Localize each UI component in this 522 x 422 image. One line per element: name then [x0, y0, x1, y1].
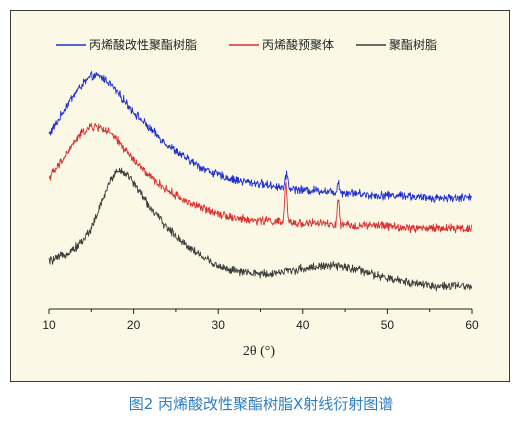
- figure-frame: 10 20 30 40 50 60 2θ (°) 丙烯酸改性聚酯树脂 丙烯酸预聚体 聚酯树脂: [10, 10, 510, 382]
- x-tick-label: 10: [42, 318, 56, 332]
- x-tick-label: 20: [127, 318, 141, 332]
- x-axis: 10 20 30 40 50 60: [42, 308, 479, 332]
- x-tick-label: 50: [381, 318, 395, 332]
- series-line-2: [48, 122, 473, 234]
- figure-caption: 图2 丙烯酸改性聚酯树脂X射线衍射图谱: [128, 395, 394, 413]
- x-tick-label: 30: [212, 318, 226, 332]
- series-line-3: [48, 167, 473, 292]
- series-line-1: [48, 71, 473, 203]
- xrd-chart: 10 20 30 40 50 60 2θ (°) 丙烯酸改性聚酯树脂 丙烯酸预聚体 聚酯树脂: [42, 37, 479, 359]
- legend-label-3: 聚酯树脂: [389, 37, 437, 52]
- x-tick-label: 60: [465, 318, 479, 332]
- legend: 丙烯酸改性聚酯树脂 丙烯酸预聚体 聚酯树脂: [56, 37, 437, 52]
- x-tick-label: 40: [296, 318, 310, 332]
- x-axis-title: 2θ (°): [243, 344, 275, 359]
- legend-label-2: 丙烯酸预聚体: [262, 37, 334, 52]
- legend-label-1: 丙烯酸改性聚酯树脂: [89, 37, 197, 52]
